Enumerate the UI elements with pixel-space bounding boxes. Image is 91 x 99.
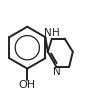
Text: N: N <box>44 28 52 38</box>
Text: H: H <box>52 28 60 38</box>
Text: N: N <box>53 67 60 77</box>
Text: OH: OH <box>19 80 36 90</box>
